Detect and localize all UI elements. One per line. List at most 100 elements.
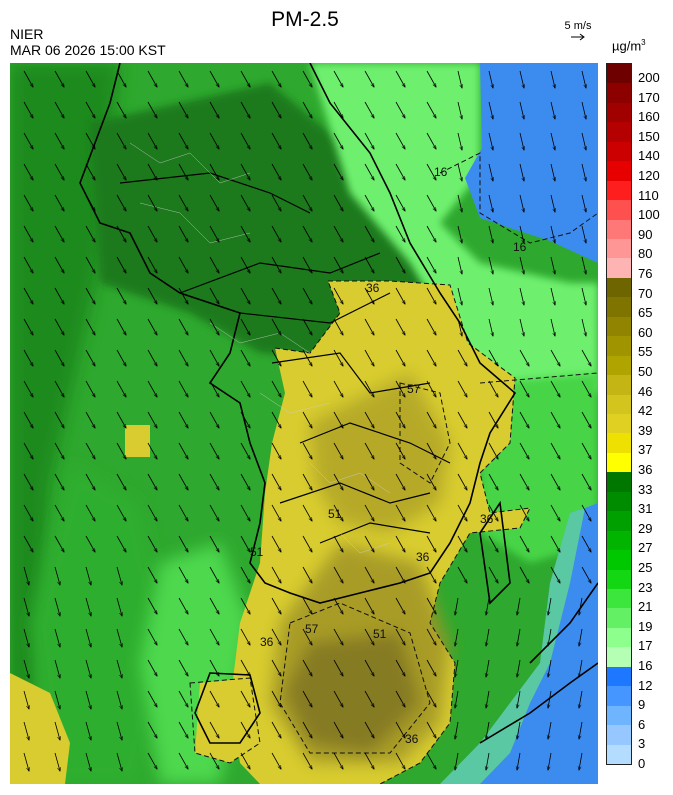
wind-arrow bbox=[23, 411, 33, 428]
contour-label: 57 bbox=[407, 382, 421, 396]
wind-arrow bbox=[488, 194, 493, 212]
wind-arrow bbox=[147, 318, 157, 335]
northeast-ocean-low bbox=[465, 63, 598, 263]
wind-arrow bbox=[302, 163, 312, 180]
wind-arrow bbox=[85, 287, 95, 304]
wind-arrow bbox=[364, 349, 374, 366]
wind-arrow bbox=[209, 163, 219, 180]
wind-arrow bbox=[302, 411, 312, 428]
wind-arrow bbox=[333, 349, 343, 366]
colorbar-tick-label: 120 bbox=[638, 168, 660, 183]
wind-arrow bbox=[271, 721, 281, 738]
wind-arrow bbox=[488, 163, 493, 181]
wind-arrow bbox=[147, 349, 157, 366]
wind-arrow bbox=[426, 380, 436, 397]
wind-arrow bbox=[178, 721, 188, 738]
wind-arrow bbox=[364, 597, 374, 614]
wind-arrow bbox=[579, 721, 583, 739]
wind-arrow bbox=[147, 101, 157, 118]
wind-arrow bbox=[271, 597, 281, 614]
wind-arrow bbox=[23, 721, 29, 740]
wind-arrow bbox=[488, 132, 493, 150]
wind-arrow bbox=[54, 473, 64, 490]
colorbar-segment bbox=[607, 627, 631, 648]
wind-arrow bbox=[426, 194, 436, 211]
wind-arrow bbox=[54, 132, 64, 149]
wind-arrow bbox=[116, 721, 122, 740]
wind-arrow bbox=[147, 287, 157, 304]
wind-arrow bbox=[178, 659, 188, 676]
wind-arrow bbox=[550, 194, 555, 212]
colorbar-segment bbox=[607, 666, 631, 687]
colorbar-segment bbox=[607, 83, 631, 104]
wind-arrow bbox=[85, 163, 95, 180]
wind-arrow bbox=[178, 163, 188, 180]
wind-arrow bbox=[147, 473, 157, 490]
wind-arrow bbox=[147, 442, 157, 459]
wind-arrow bbox=[426, 287, 436, 304]
wind-arrow bbox=[426, 690, 436, 707]
southwest-sea-zone bbox=[30, 463, 170, 784]
wind-arrow bbox=[54, 752, 60, 771]
wind-arrow bbox=[457, 504, 467, 521]
wind-arrow bbox=[364, 101, 374, 118]
wind-arrow bbox=[488, 535, 498, 552]
wind-arrow bbox=[302, 349, 312, 366]
wind-arrow bbox=[54, 566, 60, 585]
wind-arrow bbox=[426, 597, 436, 614]
wind-arrow bbox=[209, 473, 219, 490]
colorbar-segment bbox=[607, 102, 631, 123]
wind-arrow bbox=[116, 628, 122, 647]
unit-base: µg/m bbox=[612, 38, 642, 54]
wind-arrow bbox=[178, 535, 188, 552]
wind-arrow bbox=[581, 287, 586, 305]
wind-arrow bbox=[147, 225, 157, 242]
colorbar-segment bbox=[607, 530, 631, 551]
wind-arrow bbox=[550, 256, 555, 274]
wind-arrow bbox=[271, 70, 281, 87]
wind-arrow bbox=[178, 690, 188, 707]
wind-arrow bbox=[240, 628, 250, 645]
wind-arrow bbox=[581, 256, 586, 274]
wind-arrow bbox=[178, 566, 188, 583]
wind-arrow bbox=[364, 70, 374, 87]
wind-arrow bbox=[302, 504, 312, 521]
colorbar-tick-label: 37 bbox=[638, 442, 653, 458]
colorbar-tick-label: 23 bbox=[638, 579, 653, 595]
colorbar-segment bbox=[607, 141, 631, 162]
pm25-map[interactable]: 36 36 57 51 51 36 36 57 51 36 16 16 bbox=[10, 63, 598, 784]
wind-arrow bbox=[333, 163, 343, 180]
wind-arrow bbox=[333, 318, 343, 335]
wind-arrow bbox=[209, 752, 219, 769]
wind-arrow bbox=[302, 659, 312, 676]
wind-arrow bbox=[54, 194, 64, 211]
contour-label: 57 bbox=[305, 622, 319, 636]
wind-arrow bbox=[302, 721, 312, 738]
wind-arrow bbox=[364, 132, 374, 149]
wind-arrow bbox=[271, 535, 281, 552]
wind-arrow bbox=[23, 690, 29, 709]
colorbar-tick-label: 42 bbox=[638, 403, 653, 419]
wind-arrow bbox=[23, 473, 33, 490]
wind-arrow bbox=[178, 287, 188, 304]
wind-arrow bbox=[455, 721, 459, 739]
wind-arrow bbox=[457, 101, 462, 119]
wind-arrow bbox=[147, 597, 157, 614]
wind-arrow bbox=[54, 380, 64, 397]
wind-arrow bbox=[271, 752, 281, 769]
wind-arrow bbox=[550, 101, 555, 119]
wind-arrow bbox=[517, 690, 521, 708]
colorbar-tick-label: 80 bbox=[638, 246, 653, 262]
wind-arrow bbox=[395, 349, 405, 366]
wind-arrow bbox=[116, 287, 126, 304]
wind-arrow bbox=[302, 597, 312, 614]
wind-arrow bbox=[178, 225, 188, 242]
wind-arrow bbox=[54, 101, 64, 118]
wind-arrow bbox=[23, 194, 33, 211]
wind-arrow bbox=[85, 349, 95, 366]
wind-arrow bbox=[426, 132, 436, 149]
wind-arrow bbox=[426, 442, 436, 459]
wind-arrow bbox=[486, 659, 490, 677]
colorbar-segment bbox=[607, 491, 631, 512]
wind-arrow bbox=[23, 132, 33, 149]
